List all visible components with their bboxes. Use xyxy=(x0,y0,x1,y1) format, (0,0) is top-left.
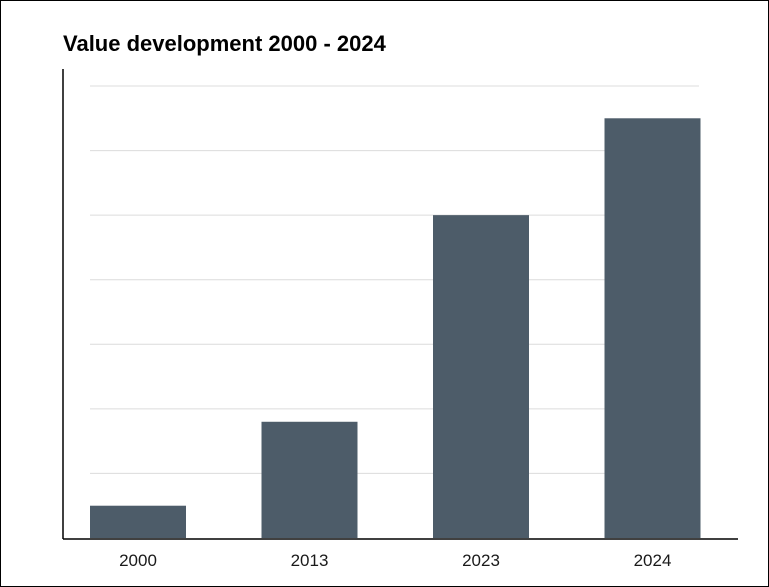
bar-2024 xyxy=(604,118,701,539)
x-tick-label-2013: 2013 xyxy=(291,551,329,570)
x-tick-labels: 2000 2013 2023 2024 xyxy=(119,551,671,570)
axes xyxy=(62,69,738,540)
bar-2023 xyxy=(433,215,529,538)
x-tick-label-2024: 2024 xyxy=(634,551,672,570)
bars xyxy=(90,118,701,539)
bar-2013 xyxy=(261,421,358,538)
gridlines xyxy=(90,85,699,474)
bar-2000 xyxy=(90,505,186,538)
x-tick-label-2023: 2023 xyxy=(462,551,500,570)
chart-title: Value development 2000 - 2024 xyxy=(63,31,386,56)
x-tick-label-2000: 2000 xyxy=(119,551,157,570)
